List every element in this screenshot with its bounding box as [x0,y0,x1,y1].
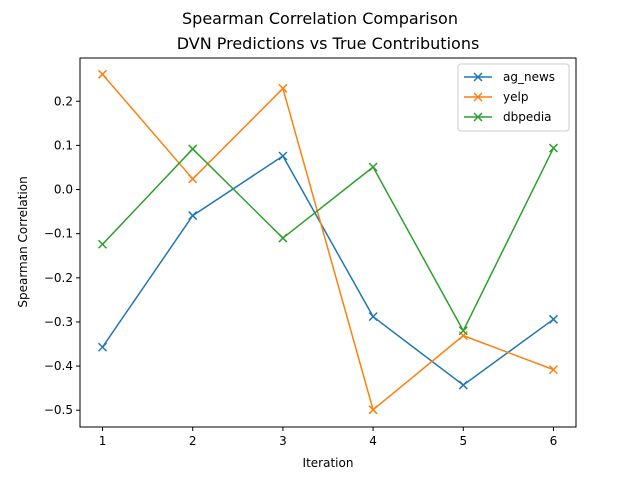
series-line [101,155,554,386]
legend-label: yelp [503,90,528,104]
y-tick-label: 0.1 [54,138,73,152]
series-yelp [98,69,558,415]
data-point [278,233,288,243]
x-tick-label: 1 [99,434,107,448]
data-point [368,405,378,415]
chart-suptitle: Spearman Correlation Comparison [182,9,458,28]
series-line [102,147,555,332]
data-point [278,151,288,161]
y-tick-label: 0.0 [54,183,73,197]
y-tick-label: −0.4 [44,359,73,373]
y-axis-label: Spearman Correlation [16,176,30,307]
y-tick-label: −0.5 [44,403,73,417]
data-point [98,342,108,352]
data-point [188,211,198,221]
x-tick-label: 6 [550,434,558,448]
y-tick-label: −0.3 [44,315,73,329]
data-point [548,143,558,153]
data-point [278,83,288,93]
y-tick-label: −0.1 [44,227,73,241]
x-tick-label: 3 [279,434,287,448]
legend-label: ag_news [503,70,555,84]
x-tick-label: 5 [459,434,467,448]
data-point [368,162,378,172]
plot-area [79,57,577,428]
legend-entry: yelp [464,90,528,104]
plot-frame [79,57,577,428]
y-tick-label: 0.2 [54,94,73,108]
legend-marker [473,92,483,102]
data-point [548,365,558,375]
y-axis: 0.2 0.1 0.0 −0.1 −0.2 −0.3 −0.4 −0.5 [44,94,80,417]
x-tick-label: 2 [189,434,197,448]
legend-label: dbpedia [503,110,552,124]
data-point [98,239,108,249]
series-ag-news [98,151,558,390]
series-layer [98,69,558,415]
series-dbpedia [98,143,558,336]
data-point [458,380,468,390]
chart-title: DVN Predictions vs True Contributions [177,34,480,53]
legend-marker [473,112,483,122]
series-line [101,73,554,411]
data-point [188,144,198,154]
x-axis: 1 2 3 4 5 6 [99,427,558,448]
y-tick-label: −0.2 [44,271,73,285]
data-point [188,174,198,184]
data-point [368,312,378,322]
x-tick-label: 4 [369,434,377,448]
legend-entry: ag_news [464,70,555,84]
legend-box [457,63,570,132]
data-point [98,69,108,79]
legend-entry: dbpedia [464,110,552,124]
data-point [458,326,468,336]
legend-marker [473,72,483,82]
x-axis-label: Iteration [303,456,354,470]
data-point [548,314,558,324]
